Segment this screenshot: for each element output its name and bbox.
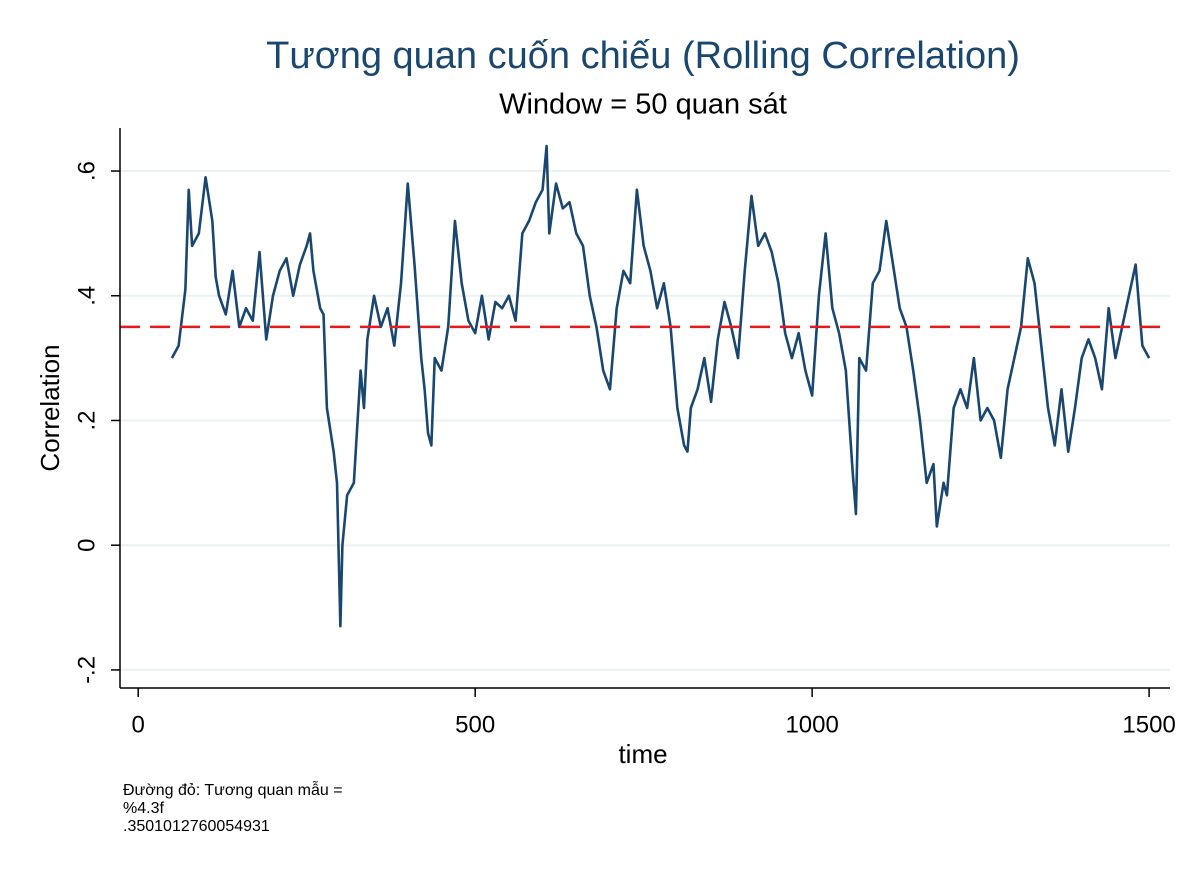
x-tick-label: 1000 <box>785 711 838 738</box>
y-tick-label: .2 <box>73 410 100 430</box>
y-axis-title: Correlation <box>35 344 65 471</box>
note: Đường đỏ: Tương quan mẫu =%4.3f.35010127… <box>123 780 343 835</box>
plot <box>120 144 1170 628</box>
y-tick-label: .4 <box>73 286 100 306</box>
x-tick-label: 0 <box>132 711 145 738</box>
x-tick-label: 1500 <box>1122 711 1175 738</box>
x-tick-label: 500 <box>455 711 495 738</box>
chart-title: Tương quan cuốn chiếu (Rolling Correlati… <box>266 35 1020 77</box>
y-tick-label: -.2 <box>73 656 100 684</box>
axes: -.2 0 .2 .4 .6 0 500 1000 1500 <box>73 128 1176 738</box>
y-tick-label: .6 <box>73 161 100 181</box>
note-line: .3501012760054931 <box>123 818 270 835</box>
note-line: %4.3f <box>123 800 164 817</box>
y-tick-label: 0 <box>73 539 100 552</box>
chart-subtitle: Window = 50 quan sát <box>499 89 787 121</box>
x-axis-title: time <box>618 739 667 769</box>
note-line: Đường đỏ: Tương quan mẫu = <box>123 780 343 799</box>
series-line <box>170 144 1151 628</box>
grid <box>120 170 1170 671</box>
